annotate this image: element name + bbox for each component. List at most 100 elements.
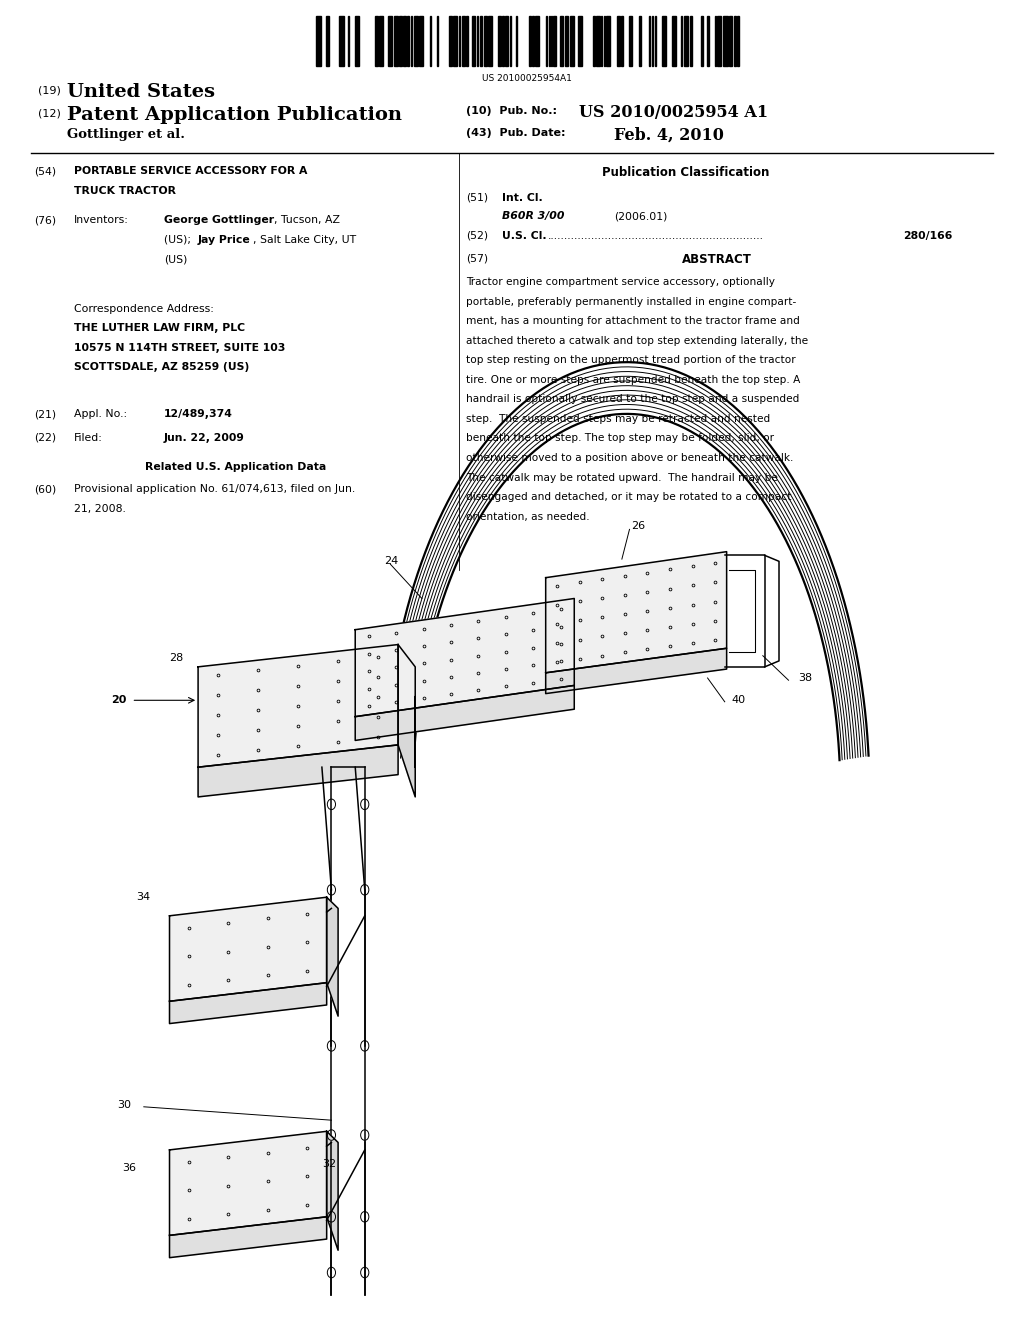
Polygon shape [546,552,727,673]
Bar [728,16,731,66]
Bar [690,16,692,66]
Bar [506,16,509,66]
Text: US 2010/0025954 A1: US 2010/0025954 A1 [579,104,768,121]
Text: Gottlinger et al.: Gottlinger et al. [67,128,184,141]
Text: 34: 34 [136,892,151,903]
Text: 26: 26 [632,520,645,531]
Text: Appl. No.:: Appl. No.: [74,409,127,420]
Bar [564,16,567,66]
Text: otherwise moved to a position above or beneath the catwalk.: otherwise moved to a position above or b… [466,453,794,463]
Text: Int. Cl.: Int. Cl. [502,193,543,203]
Bar [454,16,458,66]
Text: PORTABLE SERVICE ACCESSORY FOR A: PORTABLE SERVICE ACCESSORY FOR A [74,166,307,177]
Polygon shape [170,1217,327,1258]
Text: 28: 28 [169,653,183,663]
Text: Correspondence Address:: Correspondence Address: [74,304,214,314]
Text: Related U.S. Application Data: Related U.S. Application Data [144,462,327,473]
Bar [535,16,539,66]
Bar [553,16,556,66]
Polygon shape [198,744,398,797]
Bar [639,16,641,66]
Bar [652,16,653,66]
Bar [467,16,469,66]
Text: SCOTTSDALE, AZ 85259 (US): SCOTTSDALE, AZ 85259 (US) [74,362,249,372]
Text: (22): (22) [34,433,56,444]
Bar [420,16,424,66]
Polygon shape [327,1131,338,1250]
Bar [411,16,412,66]
Bar [549,16,550,66]
Polygon shape [170,982,327,1023]
Text: (54): (54) [34,166,56,177]
Bar [399,16,402,66]
Text: 12/489,374: 12/489,374 [164,409,232,420]
Text: George Gottlinger: George Gottlinger [164,215,274,226]
Bar [603,16,604,66]
Text: (21): (21) [34,409,56,420]
Text: (12): (12) [38,108,60,119]
Polygon shape [170,898,327,1002]
Bar [662,16,666,66]
Text: (51): (51) [466,193,488,203]
Text: ment, has a mounting for attachment to the tractor frame and: ment, has a mounting for attachment to t… [466,317,800,326]
Text: (19): (19) [38,86,60,96]
Text: (43)  Pub. Date:: (43) Pub. Date: [466,128,565,139]
Bar [388,16,392,66]
Text: (57): (57) [466,253,488,264]
Text: , Salt Lake City, UT: , Salt Lake City, UT [253,235,356,244]
Bar [502,16,504,66]
Bar [403,16,406,66]
Polygon shape [355,685,574,741]
Text: 21, 2008.: 21, 2008. [74,504,126,513]
Bar [621,16,623,66]
Bar [593,16,595,66]
Text: Jun. 22, 2009: Jun. 22, 2009 [164,433,245,444]
Bar [655,16,656,66]
Text: 10575 N 114TH STREET, SUITE 103: 10575 N 114TH STREET, SUITE 103 [74,343,285,352]
Text: disengaged and detached, or it may be rotated to a compact: disengaged and detached, or it may be ro… [466,492,792,502]
Text: Tractor engine compartment service accessory, optionally: Tractor engine compartment service acces… [466,277,775,288]
Bar [649,16,650,66]
Bar [578,16,582,66]
Text: 40: 40 [732,696,745,705]
Text: TRUCK TRACTOR: TRUCK TRACTOR [74,186,176,195]
Bar [700,16,702,66]
Bar [414,16,418,66]
Text: tire. One or more steps are suspended beneath the top step. A: tire. One or more steps are suspended be… [466,375,800,385]
Bar [717,16,721,66]
Text: attached thereto a catwalk and top step extending laterally, the: attached thereto a catwalk and top step … [466,335,808,346]
Text: 24: 24 [384,556,398,566]
Bar [430,16,431,66]
Text: (10)  Pub. No.:: (10) Pub. No.: [466,106,557,116]
Text: The catwalk may be rotated upward.  The handrail may be: The catwalk may be rotated upward. The h… [466,473,778,483]
Text: , Tucson, AZ: , Tucson, AZ [274,215,340,226]
Bar [600,16,601,66]
Bar [629,16,632,66]
Bar [546,16,547,66]
Bar [715,16,716,66]
Bar [529,16,531,66]
Text: Provisional application No. 61/074,613, filed on Jun.: Provisional application No. 61/074,613, … [74,484,355,495]
Text: step.  The suspended steps may be retracted and nested: step. The suspended steps may be retract… [466,414,770,424]
Bar [551,16,552,66]
Bar [560,16,563,66]
Polygon shape [546,648,727,693]
Text: (2006.01): (2006.01) [614,211,668,222]
Bar [707,16,709,66]
Bar [723,16,727,66]
Text: 36: 36 [122,1163,136,1173]
Bar [355,16,359,66]
Text: (60): (60) [34,484,56,495]
Text: 30: 30 [117,1101,131,1110]
Bar [480,16,482,66]
Bar [394,16,398,66]
Text: ................................................................: ........................................… [548,231,764,242]
Bar [477,16,478,66]
Bar [672,16,676,66]
Bar [348,16,349,66]
Text: handrail is optionally secured to the top step and a suspended: handrail is optionally secured to the to… [466,395,800,404]
Polygon shape [355,598,574,717]
Bar [532,16,534,66]
Polygon shape [170,1131,327,1236]
Text: B60R 3/00: B60R 3/00 [502,211,564,222]
